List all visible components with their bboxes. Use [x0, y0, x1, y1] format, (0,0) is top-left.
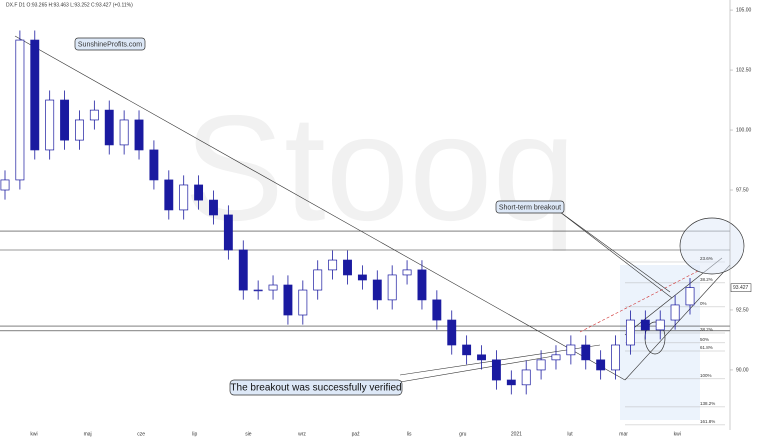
candle-body	[119, 119, 129, 146]
fib-label: 100%	[700, 373, 712, 378]
price-box	[730, 283, 752, 292]
target-ellipse	[679, 217, 745, 275]
fib-label: 0%	[700, 301, 707, 306]
projection-area	[620, 265, 700, 420]
candle-body	[283, 284, 293, 316]
candle-body	[566, 344, 576, 356]
candle-body	[536, 359, 546, 371]
candle-body	[625, 319, 635, 346]
candle-body	[15, 39, 25, 181]
fib-label: 38.2%	[700, 327, 713, 332]
candle-body	[357, 274, 367, 281]
x-tick-label: wrz	[298, 431, 306, 437]
candle-body	[209, 199, 218, 216]
candle-body	[506, 379, 516, 386]
x-tick-label: paź	[352, 431, 361, 437]
candle-body	[402, 269, 412, 276]
chart-title: DX.F D1 O:93.265 H:93.463 L:93.252 C:93.…	[6, 2, 133, 8]
annotation-box	[229, 379, 403, 396]
y-tick-label: 100.00	[736, 127, 752, 133]
candle-body	[238, 249, 248, 291]
fib-label: 61.8%	[700, 345, 713, 350]
candle-body	[298, 289, 308, 316]
candle-body	[75, 119, 84, 141]
resistance-line	[579, 269, 701, 333]
candle-body	[253, 289, 263, 292]
annotation: Short-term breakout	[499, 204, 561, 211]
candle-body	[596, 359, 606, 371]
fib-label: 50%	[700, 337, 709, 342]
candle-body	[149, 149, 159, 181]
x-tick-label: mar	[619, 431, 628, 437]
annotation: SunshineProfits.com	[78, 41, 142, 48]
candle-body	[268, 284, 278, 291]
fib-label: 138.2%	[700, 401, 715, 406]
y-tick-label: 90.00	[736, 367, 749, 373]
x-tick-label: kwi	[674, 431, 681, 437]
candle-body	[164, 179, 174, 211]
y-tick-label: 102.50	[736, 67, 752, 73]
candle-body	[134, 119, 144, 151]
annotation-box	[74, 37, 146, 51]
x-tick-label: lut	[567, 431, 573, 437]
candle-body	[551, 354, 561, 361]
candle-body	[372, 279, 382, 301]
arrow	[559, 211, 671, 293]
candle-body	[685, 287, 695, 306]
watermark: Stooq	[184, 84, 576, 252]
candle-body	[491, 359, 501, 381]
x-tick-label: 2021	[511, 431, 522, 437]
arrow	[559, 211, 673, 299]
y-tick-label: 97.50	[736, 187, 749, 193]
candle-body	[179, 184, 189, 211]
candle-body	[387, 274, 397, 301]
price-label: 93.427	[733, 285, 749, 291]
candle-body	[581, 344, 591, 361]
x-tick-label: cze	[137, 431, 145, 437]
candle-body	[104, 109, 114, 146]
candle-body	[417, 269, 427, 301]
candle-body	[477, 354, 486, 361]
arrow	[399, 354, 561, 383]
candle-body	[223, 214, 233, 251]
candle-body	[462, 344, 472, 356]
candle-body	[45, 99, 55, 151]
candle-body	[328, 259, 338, 271]
x-tick-label: lis	[407, 431, 412, 437]
fib-label: 23.6%	[700, 256, 713, 261]
annotation: The breakout was successfully verified	[230, 383, 401, 394]
channel-line	[624, 264, 731, 381]
y-tick-label: 92.50	[736, 307, 749, 313]
y-tick-label: 105.00	[736, 7, 752, 13]
candle-body	[313, 269, 323, 291]
fib-label: 161.8%	[700, 419, 715, 424]
candle-body	[89, 109, 99, 121]
annotation-box	[495, 200, 565, 214]
x-tick-label: kwi	[30, 431, 37, 437]
candle-body	[194, 184, 204, 201]
candle-body	[611, 344, 620, 371]
candle-body	[30, 39, 40, 151]
candle-body	[432, 299, 442, 321]
candle-body	[60, 99, 70, 141]
candle-body	[343, 259, 352, 276]
x-tick-label: lip	[192, 431, 197, 437]
fib-label: 38.2%	[700, 277, 713, 282]
x-tick-label: gru	[459, 431, 466, 437]
candle-body	[0, 179, 10, 191]
x-tick-label: sie	[245, 431, 252, 437]
candle-body	[670, 304, 680, 321]
candle-body	[640, 319, 650, 331]
x-tick-label: maj	[84, 431, 92, 437]
candle-body	[521, 369, 531, 386]
candle-body	[447, 319, 457, 346]
candle-body	[655, 319, 665, 331]
trend-line	[14, 35, 626, 381]
